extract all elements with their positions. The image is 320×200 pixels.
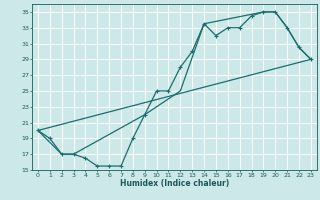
X-axis label: Humidex (Indice chaleur): Humidex (Indice chaleur) <box>120 179 229 188</box>
